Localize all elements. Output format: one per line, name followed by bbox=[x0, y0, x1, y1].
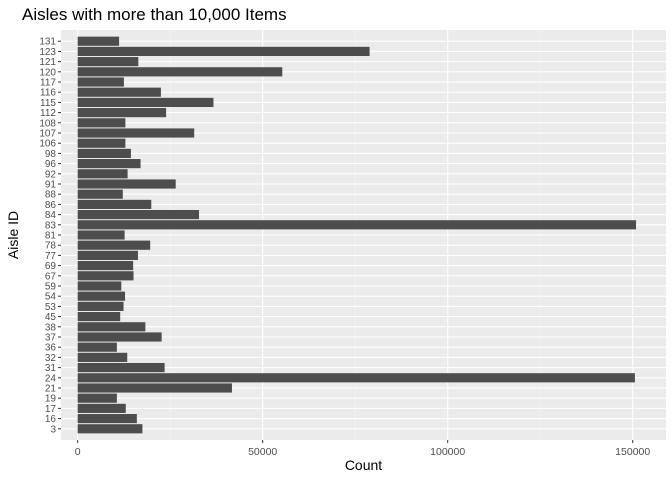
major-gridlines bbox=[61, 30, 666, 440]
y-tick-label: 131 bbox=[39, 37, 56, 48]
bar-36 bbox=[77, 342, 117, 352]
y-tick-label: 84 bbox=[45, 210, 57, 221]
y-tick-label: 17 bbox=[45, 404, 57, 415]
y-tick-label: 112 bbox=[40, 108, 56, 119]
y-tick-label: 37 bbox=[45, 332, 57, 343]
y-tick-label: 88 bbox=[45, 190, 57, 201]
y-tick-label: 107 bbox=[39, 129, 56, 140]
y-tick-label: 91 bbox=[45, 180, 57, 191]
y-tick-label: 115 bbox=[40, 98, 56, 109]
y-axis-ticks: 3161719212431323637384553545967697778818… bbox=[39, 37, 61, 435]
bar-24 bbox=[77, 373, 635, 383]
bar-17 bbox=[77, 403, 126, 413]
y-tick-label: 54 bbox=[45, 292, 57, 303]
chart-title: Aisles with more than 10,000 Items bbox=[22, 5, 287, 24]
y-tick-label: 21 bbox=[45, 383, 57, 394]
x-tick-label: 100000 bbox=[430, 446, 465, 458]
bar-45 bbox=[77, 312, 121, 322]
y-tick-label: 123 bbox=[39, 47, 56, 58]
y-tick-label: 96 bbox=[45, 159, 57, 170]
bar-86 bbox=[77, 199, 152, 209]
y-tick-label: 3 bbox=[50, 424, 56, 435]
y-tick-label: 36 bbox=[45, 343, 57, 354]
bars bbox=[77, 36, 637, 434]
x-tick-label: 50000 bbox=[248, 446, 277, 458]
y-tick-label: 24 bbox=[45, 373, 57, 384]
bar-3 bbox=[77, 424, 143, 434]
bar-112 bbox=[77, 108, 167, 118]
bar-120 bbox=[77, 67, 283, 77]
y-tick-label: 19 bbox=[45, 394, 57, 405]
bar-21 bbox=[77, 383, 232, 393]
x-tick-label: 0 bbox=[75, 446, 81, 458]
bar-83 bbox=[77, 220, 637, 230]
bar-16 bbox=[77, 413, 137, 424]
bar-88 bbox=[77, 189, 123, 199]
y-tick-label: 98 bbox=[45, 149, 57, 160]
y-tick-label: 32 bbox=[45, 353, 57, 364]
y-tick-label: 92 bbox=[45, 169, 57, 180]
y-tick-label: 77 bbox=[45, 251, 57, 262]
y-tick-label: 81 bbox=[45, 231, 57, 242]
bar-69 bbox=[77, 261, 134, 271]
bar-98 bbox=[77, 148, 131, 158]
y-axis-title: Aisle ID bbox=[5, 211, 21, 259]
bar-54 bbox=[77, 291, 126, 301]
bar-31 bbox=[77, 362, 165, 373]
y-tick-label: 106 bbox=[39, 139, 56, 150]
bar-116 bbox=[77, 87, 161, 97]
y-tick-label: 120 bbox=[39, 67, 56, 78]
y-tick-label: 38 bbox=[45, 322, 57, 333]
y-tick-label: 116 bbox=[40, 88, 56, 99]
y-tick-label: 45 bbox=[45, 312, 57, 323]
bar-67 bbox=[77, 271, 134, 281]
bar-38 bbox=[77, 322, 146, 332]
y-tick-label: 69 bbox=[45, 261, 57, 272]
y-tick-label: 121 bbox=[39, 57, 56, 68]
x-axis-title: Count bbox=[345, 457, 382, 473]
y-tick-label: 86 bbox=[45, 200, 57, 211]
x-tick-label: 150000 bbox=[615, 446, 650, 458]
bar-81 bbox=[77, 230, 125, 240]
bar-108 bbox=[77, 118, 126, 128]
bar-53 bbox=[77, 301, 124, 311]
bar-123 bbox=[77, 46, 370, 57]
bar-32 bbox=[77, 352, 128, 362]
bar-131 bbox=[77, 36, 120, 46]
bar-92 bbox=[77, 169, 128, 179]
y-tick-label: 16 bbox=[45, 414, 57, 425]
bar-91 bbox=[77, 179, 176, 189]
y-tick-label: 67 bbox=[45, 271, 57, 282]
y-tick-label: 117 bbox=[40, 78, 56, 89]
bar-37 bbox=[77, 332, 162, 342]
y-tick-label: 108 bbox=[39, 118, 56, 129]
bar-115 bbox=[77, 97, 214, 108]
bar-107 bbox=[77, 128, 195, 138]
bar-121 bbox=[77, 57, 139, 67]
bar-96 bbox=[77, 159, 141, 169]
y-tick-label: 53 bbox=[45, 302, 57, 313]
bar-78 bbox=[77, 240, 151, 250]
bar-106 bbox=[77, 138, 126, 148]
bar-59 bbox=[77, 281, 122, 291]
bar-117 bbox=[77, 77, 124, 87]
bar-84 bbox=[77, 210, 200, 220]
bar-19 bbox=[77, 393, 117, 403]
bar-77 bbox=[77, 250, 138, 260]
y-tick-label: 78 bbox=[45, 241, 57, 252]
y-tick-label: 31 bbox=[45, 363, 57, 374]
y-tick-label: 59 bbox=[45, 281, 57, 292]
y-tick-label: 83 bbox=[45, 220, 57, 231]
x-axis-ticks: 0 50000 100000 150000 bbox=[75, 440, 650, 458]
